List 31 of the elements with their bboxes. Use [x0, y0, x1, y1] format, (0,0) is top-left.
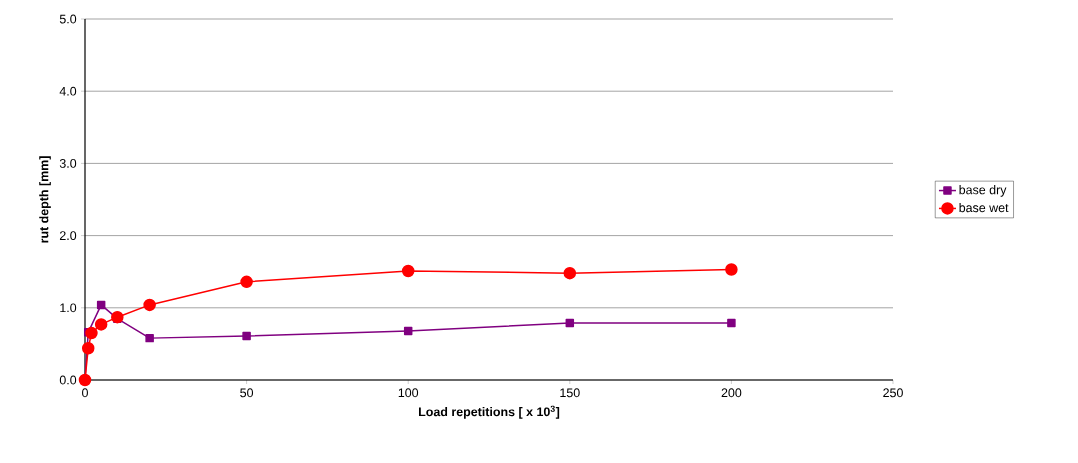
- point: [725, 263, 738, 276]
- point: [111, 310, 124, 324]
- point: [143, 298, 156, 312]
- point: [565, 318, 575, 328]
- point: [242, 331, 251, 341]
- x-tick-label: 50: [240, 388, 254, 398]
- point: [240, 275, 253, 289]
- y-tick-label: 0.0: [59, 375, 77, 385]
- y-tick-label: 1.0: [60, 303, 77, 313]
- x-tick-label: 0: [82, 388, 88, 398]
- x-axis-title: Load repetitions [ x 10$^{3}$]: [419, 405, 560, 419]
- point: [94, 318, 108, 331]
- x-tick-label: 200: [721, 388, 742, 398]
- legend-label: base dry: [959, 185, 1007, 197]
- legend-label: base wet: [959, 202, 1009, 213]
- y-tick-label: 3.0: [59, 159, 77, 168]
- point: [563, 266, 577, 280]
- y-tick-label: 2.0: [59, 231, 77, 241]
- x-tick-label: 250: [883, 388, 903, 398]
- y-axis-title: rut depth [mm]: [39, 156, 51, 243]
- point: [96, 300, 106, 310]
- x-tick-label: 100: [398, 388, 419, 398]
- point: [401, 264, 415, 278]
- point: [727, 318, 736, 328]
- point: [81, 341, 95, 355]
- x-tick-label: 150: [560, 388, 580, 398]
- point: [145, 333, 154, 343]
- y-tick-label: 5.0: [59, 14, 77, 24]
- point: [403, 326, 413, 336]
- point: [85, 326, 98, 340]
- y-tick-label: 4.0: [59, 86, 77, 96]
